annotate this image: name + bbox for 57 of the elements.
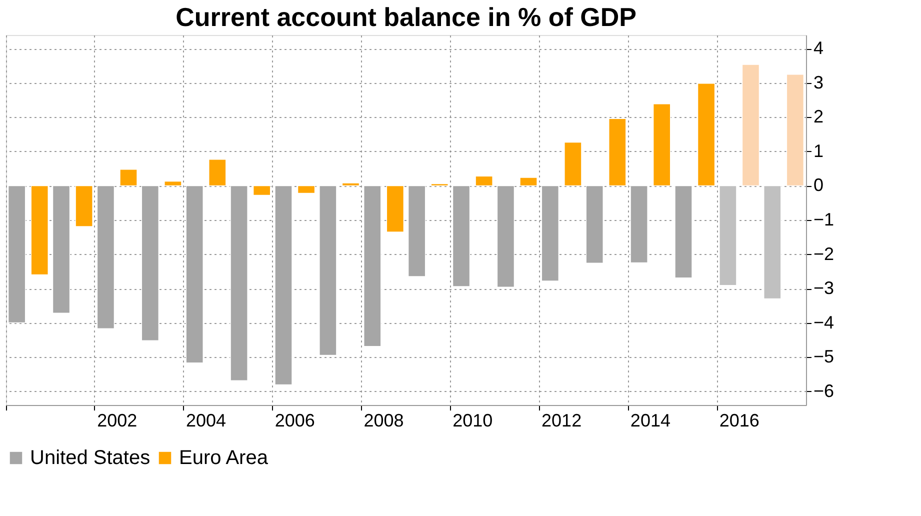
x-tick-label: 2010 [452,410,493,430]
bar [630,185,648,264]
bar [475,176,494,186]
x-tick-label: 2006 [274,410,315,430]
bar [697,82,716,186]
bar [718,185,737,286]
x-tick-label: 2004 [186,410,226,430]
bar [520,177,538,186]
x-tick-label: 2016 [719,410,760,430]
legend-label: Euro Area [179,447,269,469]
bar [608,118,626,186]
bar [297,185,316,194]
bar [652,103,671,186]
bar [8,185,26,324]
bar [141,185,160,341]
bar [75,185,94,227]
bar [496,185,515,288]
bar [763,185,782,300]
x-tick-label: 2002 [97,410,138,430]
bar [674,185,692,278]
bar [452,185,470,287]
y-tick-label: −6 [814,380,834,401]
bar [120,168,138,186]
bar [186,185,204,364]
legend-label: United States [30,447,150,469]
y-tick-label: 4 [814,38,824,58]
bar [274,185,292,386]
bar [742,64,760,186]
x-tick-label: 2014 [630,410,670,430]
y-tick-label: −4 [814,312,834,332]
bar [363,185,382,347]
bar [252,185,271,196]
bar [786,74,804,186]
bar [208,158,226,186]
bar [96,185,115,329]
chart-title: Current account balance in % of GDP [176,2,636,32]
x-tick-label: 2012 [542,410,582,430]
y-tick-label: 3 [814,72,824,92]
y-tick-label: −3 [814,278,834,298]
bar [52,185,70,314]
bar [342,182,360,186]
bar [386,185,404,232]
bar [318,185,337,356]
bar [586,185,604,264]
bar [541,185,560,282]
y-tick-label: 0 [814,175,824,196]
bar [30,185,49,276]
y-tick-label: 1 [814,140,824,161]
y-tick-label: −5 [814,346,834,367]
y-tick-label: −1 [814,210,834,230]
y-tick-label: −2 [814,244,834,264]
y-tick-label: 2 [814,106,824,127]
bar [408,185,426,277]
bar [164,180,182,186]
bar [564,142,582,186]
x-tick-label: 2008 [364,410,404,430]
bar [230,185,248,382]
